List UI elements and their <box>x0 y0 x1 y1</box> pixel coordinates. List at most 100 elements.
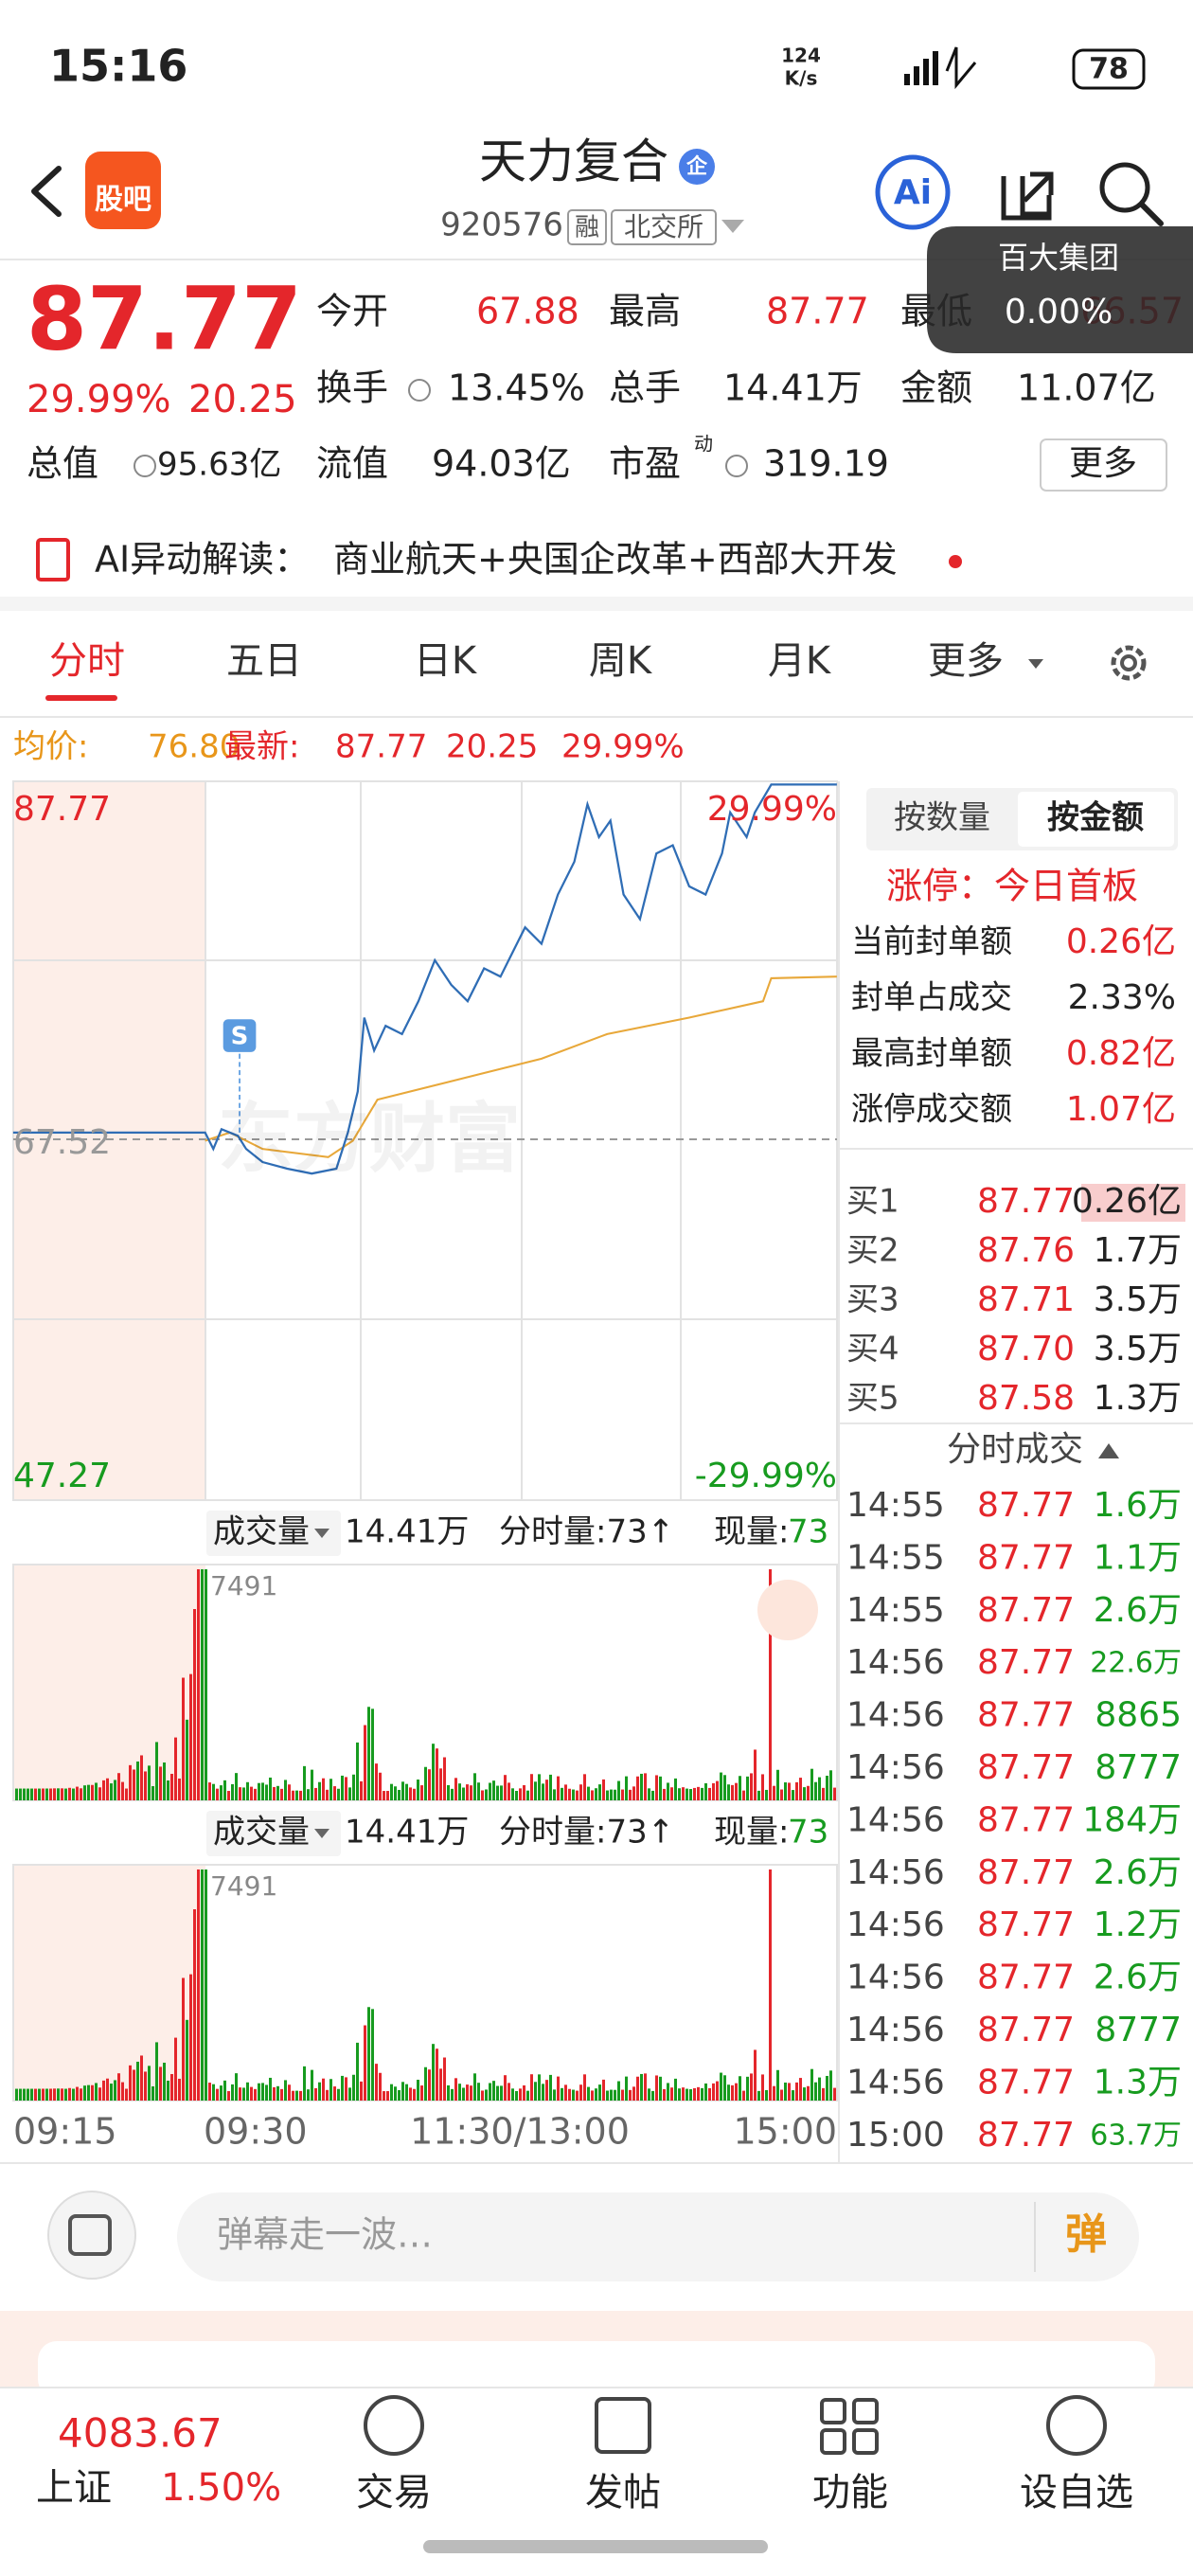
bottom-nav-items: 功能 <box>812 2471 888 2514</box>
search-button[interactable] <box>1099 162 1150 213</box>
side-trades: 63.7万 <box>1090 2119 1182 2152</box>
comment-input[interactable] <box>177 2192 1139 2281</box>
volume-bar <box>326 1789 329 1800</box>
side-trades: 14:56 <box>846 1853 945 1892</box>
price-lines <box>12 783 837 1175</box>
side-trades: 1.3万 <box>1094 2063 1182 2102</box>
volume-bar <box>670 1787 673 1800</box>
volume-bar <box>515 1791 518 1800</box>
volume-bar <box>549 2074 552 2101</box>
chart-low: 47.27 <box>13 1457 111 1495</box>
volume-bar <box>269 1777 272 1800</box>
volume-bar <box>405 1783 408 1800</box>
tabs: 更多 <box>928 639 1004 683</box>
volume-bar <box>822 2087 825 2101</box>
volume-bar <box>57 1788 60 1800</box>
trades-sort-arrow[interactable] <box>1098 1443 1119 1458</box>
comment-icon[interactable] <box>47 2191 136 2280</box>
volume-bar <box>106 2078 109 2101</box>
volume-bar <box>114 1780 116 1800</box>
volume-bar <box>451 1788 454 1800</box>
quote-fields-label: 总值 <box>27 443 98 485</box>
volume-bar <box>818 1777 821 1800</box>
side-bids-price: 87.77 <box>977 1182 1075 1221</box>
volume-bar <box>155 2042 158 2101</box>
back-button[interactable] <box>31 166 62 217</box>
volume-bar <box>174 1737 177 1800</box>
volume-bar <box>784 2082 787 2101</box>
volume-bar <box>799 2078 802 2101</box>
volume-bar <box>496 1785 499 1800</box>
volume-bar <box>648 2088 650 2101</box>
volume-bar <box>98 1787 101 1800</box>
more-button[interactable] <box>1040 438 1167 492</box>
volume-bar <box>489 2083 491 2101</box>
volume-bar <box>598 2084 601 2101</box>
volume-bar <box>220 1785 223 1800</box>
quote-fields-label: 流值 <box>316 443 388 485</box>
comment-icon-glyph <box>68 2214 112 2256</box>
share-button[interactable] <box>1001 171 1054 221</box>
volume-bar <box>91 1784 94 1800</box>
volume-bar <box>83 2085 86 2101</box>
volume-bar <box>561 2087 563 2101</box>
status-bar-speed-unit: K/s <box>785 67 818 90</box>
volume-bar <box>545 2080 548 2101</box>
volume-bar <box>341 2075 344 2101</box>
volume-bar <box>337 1788 340 1800</box>
volume-bar <box>746 2076 749 2101</box>
volume-bar <box>280 1788 283 1800</box>
ai-icon <box>36 538 70 581</box>
volume-bar <box>151 2085 154 2101</box>
volume-bar <box>186 1719 188 1800</box>
volume-bar <box>220 2085 223 2101</box>
volume-bar <box>773 2085 775 2101</box>
tooltip-change: 0.00% <box>1005 293 1113 331</box>
volume-bar <box>727 1784 730 1800</box>
volume-bar <box>288 1784 291 1800</box>
volume-bar <box>258 2083 260 2101</box>
volume-bar <box>644 2073 647 2101</box>
volume-bar <box>489 1782 491 1800</box>
volume-bar <box>398 1789 401 1800</box>
volume-bar <box>591 1790 594 1800</box>
volume-bar <box>470 2085 472 2101</box>
volume-bar <box>295 2090 298 2101</box>
side-bids-price: 87.76 <box>977 1231 1075 1270</box>
volume-bar <box>129 2065 132 2101</box>
price-line <box>12 783 837 1175</box>
side-trades: 14:56 <box>846 1905 945 1944</box>
volume-bar <box>49 1788 52 1800</box>
side-trades: 87.77 <box>977 1591 1075 1630</box>
volume-bar <box>632 2086 635 2101</box>
volume-panels-now-label: 现量: <box>714 1513 789 1551</box>
volume-bar <box>280 2088 283 2101</box>
toggle-active[interactable] <box>1018 792 1174 847</box>
volume-bar <box>625 2076 628 2101</box>
volume-bar <box>72 1788 75 1800</box>
volume-bar <box>38 1788 41 1800</box>
tabs: 日K <box>414 639 478 683</box>
volume-bar <box>254 2088 257 2101</box>
dropdown-arrow[interactable] <box>721 220 744 233</box>
volume-bar <box>311 2069 313 2101</box>
time-axis: 11:30/13:00 <box>410 2111 630 2153</box>
settings-button[interactable] <box>1111 645 1147 681</box>
volume-bar <box>23 1788 26 1800</box>
volume-bar <box>80 2088 82 2101</box>
promo-card[interactable] <box>38 2341 1155 2398</box>
expand-button[interactable] <box>757 1580 818 1640</box>
volume-bar <box>95 2083 98 2101</box>
volume-bar <box>773 1785 775 1800</box>
volume-bar <box>473 1773 476 1800</box>
volume-bar <box>454 2078 457 2101</box>
ai-button[interactable] <box>875 154 951 230</box>
side-trades: 8777 <box>1095 2011 1182 2049</box>
volume-bar <box>720 2072 722 2101</box>
volume-bar <box>636 2076 639 2101</box>
nav-icon-cell <box>820 2398 846 2424</box>
volume-bar <box>795 2082 798 2101</box>
logo[interactable] <box>85 152 161 229</box>
header-exchange: 北交所 <box>624 211 703 242</box>
volume-bar <box>159 2066 162 2101</box>
